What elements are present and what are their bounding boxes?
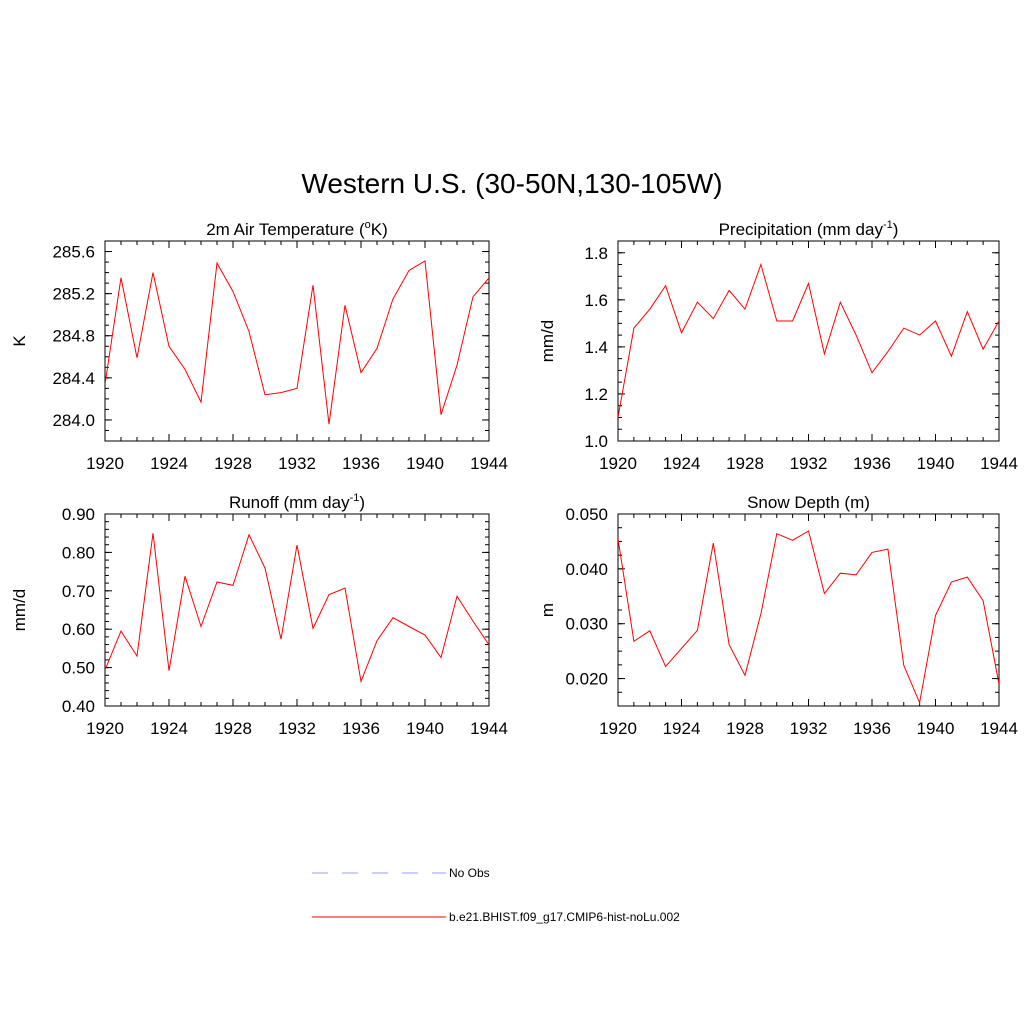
x-tick-label: 1936 xyxy=(853,454,891,473)
legend-item-1: No Obs xyxy=(312,866,490,880)
y-tick-label: 1.4 xyxy=(584,338,608,357)
y-tick-label: 0.70 xyxy=(62,582,95,601)
x-tick-label: 1920 xyxy=(86,719,124,738)
y-tick-label: 0.50 xyxy=(62,659,95,678)
y-tick-label: 0.90 xyxy=(62,505,95,524)
panel-title: Snow Depth (m) xyxy=(747,493,870,512)
chart-panel-1: 1920 1924 1928 1932 1936 1940 1944 284.0 284.4 28… xyxy=(10,219,508,473)
y-tick-label: 1.2 xyxy=(584,385,608,404)
y-tick-label: 284.4 xyxy=(52,369,95,388)
legend-label: b.e21.BHIST.f09_g17.CMIP6-hist-noLu.002 xyxy=(449,910,680,924)
chart-panel-4: 1920 1924 1928 1932 1936 1940 1944 0.020 0.030 0.… xyxy=(538,493,1018,738)
series-line xyxy=(105,533,489,684)
figure-title: Western U.S. (30-50N,130-105W) xyxy=(301,168,723,199)
x-tick-label: 1940 xyxy=(406,454,444,473)
y-tick-label: 0.60 xyxy=(62,620,95,639)
x-tick-label: 1944 xyxy=(980,719,1018,738)
y-axis-label: mm/d xyxy=(10,589,29,632)
x-tick-label: 1920 xyxy=(599,719,637,738)
y-tick-label: 0.80 xyxy=(62,543,95,562)
series-line xyxy=(105,260,489,425)
panel-title: 2m Air Temperature (oK) xyxy=(206,219,388,239)
chart-panel-2: 1920 1924 1928 1932 1936 1940 1944 1.0 1.2 1.4 1.6… xyxy=(538,219,1018,473)
series-line xyxy=(618,262,999,418)
y-axis-label: m xyxy=(538,603,557,617)
x-tick-label: 1924 xyxy=(150,454,188,473)
x-tick-label: 1924 xyxy=(150,719,188,738)
x-tick-label: 1936 xyxy=(853,719,891,738)
x-tick-label: 1940 xyxy=(917,454,955,473)
y-tick-label: 1.8 xyxy=(584,244,608,263)
legend-item-2: b.e21.BHIST.f09_g17.CMIP6-hist-noLu.002 xyxy=(312,910,680,924)
x-tick-label: 1940 xyxy=(406,719,444,738)
legend-label: No Obs xyxy=(449,866,490,880)
y-axis-label: mm/d xyxy=(538,320,557,363)
y-tick-label: 0.050 xyxy=(565,505,608,524)
x-tick-label: 1932 xyxy=(278,454,316,473)
x-tick-label: 1932 xyxy=(278,719,316,738)
x-tick-label: 1936 xyxy=(342,454,380,473)
y-tick-label: 285.2 xyxy=(52,285,95,304)
x-tick-label: 1928 xyxy=(726,454,764,473)
x-tick-label: 1920 xyxy=(599,454,637,473)
y-tick-label: 1.6 xyxy=(584,291,608,310)
y-tick-label: 0.040 xyxy=(565,560,608,579)
y-tick-label: 0.40 xyxy=(62,697,95,716)
x-tick-label: 1928 xyxy=(726,719,764,738)
x-tick-label: 1940 xyxy=(917,719,955,738)
y-tick-label: 284.8 xyxy=(52,327,95,346)
y-tick-label: 284.0 xyxy=(52,411,95,430)
series-line xyxy=(618,530,999,705)
panel-title: Runoff (mm day-1) xyxy=(229,492,365,512)
x-tick-label: 1932 xyxy=(790,719,828,738)
x-tick-label: 1928 xyxy=(214,454,252,473)
x-tick-label: 1944 xyxy=(470,454,508,473)
chart-panel-3: 1920 1924 1928 1932 1936 1940 1944 0.40 0.50 0.60… xyxy=(10,492,508,738)
x-tick-label: 1944 xyxy=(470,719,508,738)
y-tick-label: 1.0 xyxy=(584,432,608,451)
x-tick-label: 1936 xyxy=(342,719,380,738)
y-tick-label: 0.020 xyxy=(565,670,608,689)
x-tick-label: 1944 xyxy=(980,454,1018,473)
x-tick-label: 1920 xyxy=(86,454,124,473)
y-tick-label: 0.030 xyxy=(565,615,608,634)
x-tick-label: 1932 xyxy=(790,454,828,473)
x-tick-label: 1928 xyxy=(214,719,252,738)
x-tick-label: 1924 xyxy=(663,719,701,738)
y-tick-label: 285.6 xyxy=(52,243,95,262)
x-tick-label: 1924 xyxy=(663,454,701,473)
y-axis-label: K xyxy=(10,335,29,347)
panel-title: Precipitation (mm day-1) xyxy=(719,219,899,239)
